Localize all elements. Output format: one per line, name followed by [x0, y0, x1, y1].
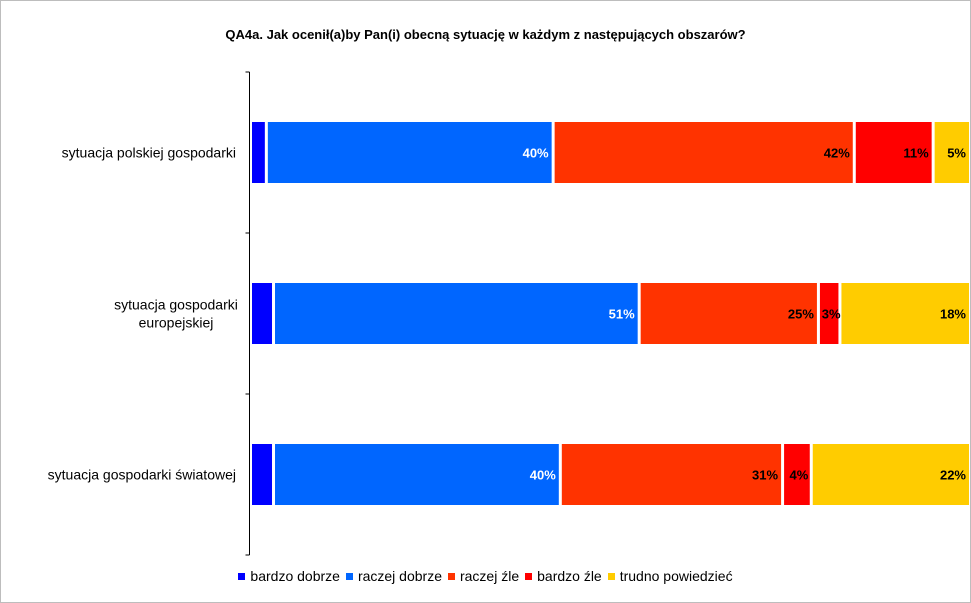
legend-label: raczej źle	[459, 568, 520, 584]
legend-item: raczej dobrze	[345, 568, 442, 584]
legend-swatch	[525, 573, 533, 580]
data-label: 3%	[822, 307, 841, 322]
bar-segment	[812, 444, 969, 505]
category-label: sytuacja polskiej gospodarki	[62, 145, 236, 161]
bar-segment	[784, 444, 810, 505]
chart-title: QA4a. Jak ocenił(a)by Pan(i) obecną sytu…	[225, 27, 746, 42]
data-label: 18%	[940, 307, 966, 322]
legend-swatch	[447, 573, 455, 580]
legend-swatch	[607, 573, 615, 580]
bar-segment	[855, 122, 932, 183]
legend-item: raczej źle	[447, 568, 520, 584]
bar-segment	[819, 283, 839, 344]
legend-label: bardzo źle	[537, 568, 602, 584]
data-label: 51%	[609, 307, 635, 322]
bar-segment	[252, 122, 265, 183]
bar-segment	[934, 122, 969, 183]
bar-segment	[275, 283, 638, 344]
data-label: 31%	[752, 468, 778, 483]
category-label: sytuacja gospodarki światowej	[48, 467, 236, 483]
legend-label: raczej dobrze	[357, 568, 442, 584]
legend-label: bardzo dobrze	[250, 568, 340, 584]
legend-item: bardzo źle	[525, 568, 602, 584]
data-label: 11%	[903, 146, 929, 161]
legend-label: trudno powiedzieć	[619, 568, 733, 584]
legend-swatch	[345, 573, 353, 580]
bar-segment	[554, 122, 853, 183]
legend: bardzo dobrze raczej dobrze raczej źle bard…	[0, 568, 971, 584]
category-label: sytuacja gospodarki europejskiej	[114, 297, 238, 331]
data-label: 5%	[947, 146, 966, 161]
data-label: 4%	[790, 468, 809, 483]
data-label: 40%	[523, 146, 549, 161]
bar-segment	[252, 444, 273, 505]
bar-segment	[252, 283, 273, 344]
data-label: 42%	[824, 146, 850, 161]
legend-item: trudno powiedzieć	[607, 568, 733, 584]
data-label: 40%	[530, 468, 556, 483]
bar-segment	[640, 283, 817, 344]
bar-segment	[841, 283, 969, 344]
bar-segment	[275, 444, 559, 505]
data-label: 22%	[940, 468, 966, 483]
bar-segment	[561, 444, 782, 505]
legend-item: bardzo dobrze	[238, 568, 340, 584]
bar-segment	[267, 122, 552, 183]
legend-swatch	[238, 573, 246, 580]
data-label: 25%	[788, 307, 814, 322]
